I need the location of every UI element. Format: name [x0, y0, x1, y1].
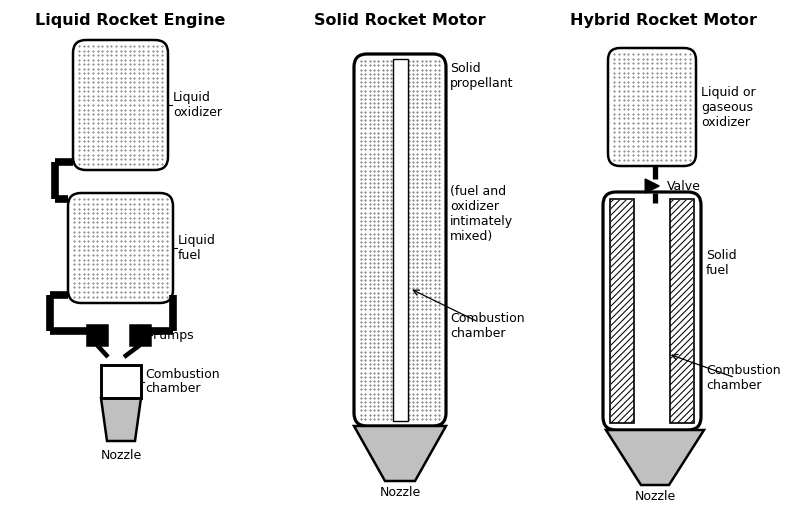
Text: Liquid
fuel: Liquid fuel	[178, 234, 216, 262]
FancyBboxPatch shape	[354, 54, 446, 426]
Text: Liquid Rocket Engine: Liquid Rocket Engine	[35, 13, 225, 28]
Text: Solid
propellant: Solid propellant	[450, 62, 514, 90]
Text: Nozzle: Nozzle	[634, 490, 676, 503]
Bar	[393, 59, 407, 421]
Text: Solid Rocket Motor: Solid Rocket Motor	[314, 13, 486, 28]
Polygon shape	[354, 426, 446, 481]
FancyBboxPatch shape	[608, 48, 696, 166]
Text: Hybrid Rocket Motor: Hybrid Rocket Motor	[570, 13, 757, 28]
Text: Combustion
chamber: Combustion chamber	[706, 364, 781, 392]
Bar	[130, 325, 150, 345]
Text: Combustion
chamber: Combustion chamber	[450, 311, 525, 339]
Bar	[610, 200, 634, 423]
Polygon shape	[646, 179, 659, 193]
Text: Pumps: Pumps	[153, 329, 194, 341]
Text: Nozzle: Nozzle	[100, 449, 142, 462]
Bar	[101, 365, 141, 398]
Bar	[87, 325, 107, 345]
FancyBboxPatch shape	[68, 193, 173, 303]
Text: (fuel and
oxidizer
intimately
mixed): (fuel and oxidizer intimately mixed)	[450, 185, 513, 243]
Text: Combustion
chamber: Combustion chamber	[145, 367, 220, 396]
Polygon shape	[101, 398, 141, 441]
Bar	[670, 200, 694, 423]
Text: Valve: Valve	[667, 179, 701, 193]
Text: Nozzle: Nozzle	[379, 486, 421, 499]
FancyBboxPatch shape	[73, 40, 168, 170]
Text: Solid
fuel: Solid fuel	[706, 249, 737, 277]
FancyBboxPatch shape	[603, 192, 701, 430]
Bar	[610, 199, 634, 423]
Bar	[670, 199, 694, 423]
Text: Liquid
oxidizer: Liquid oxidizer	[173, 91, 222, 119]
Polygon shape	[606, 430, 704, 485]
Text: Liquid or
gaseous
oxidizer: Liquid or gaseous oxidizer	[701, 85, 756, 129]
